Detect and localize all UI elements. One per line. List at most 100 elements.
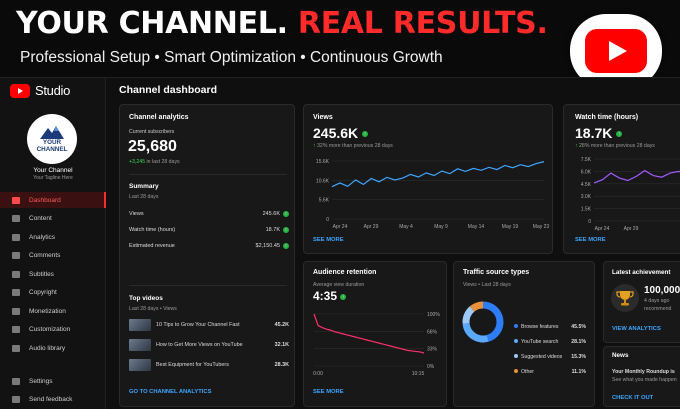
monetization-icon — [12, 307, 20, 315]
subscribers-change-period: in last 28 days — [146, 159, 180, 165]
donut-slice — [482, 301, 504, 342]
legend-swatch — [514, 354, 518, 358]
sidebar-item-content[interactable]: Content — [0, 211, 106, 227]
legend-label: Browse features — [521, 324, 559, 330]
summary-row: Watch time (hours) 18.7K ↑ — [129, 227, 289, 233]
divider — [129, 285, 287, 286]
hero-headline: YOUR CHANNEL. REAL RESULTS. — [16, 6, 548, 41]
subscribers-label: Current subscribers — [129, 129, 175, 135]
card-title: Latest achievement — [612, 269, 671, 276]
sidebar-item-subtitles[interactable]: Subtitles — [0, 266, 106, 282]
card-title: Traffic source types — [463, 269, 530, 276]
hero-headline-white: YOUR CHANNEL. — [16, 6, 288, 41]
summary-value-wrap: 245.6K ↑ — [263, 211, 289, 217]
legend-swatch — [514, 339, 518, 343]
dashboard-icon — [12, 196, 20, 204]
up-arrow-icon: ↑ — [340, 293, 347, 300]
up-arrow-icon: ↑ — [575, 143, 578, 149]
views-see-more-link[interactable]: SEE MORE — [313, 237, 344, 243]
channel-avatar[interactable]: YOUR CHANNEL — [27, 114, 77, 164]
audio-library-icon — [12, 344, 20, 352]
watch-time-value: 18.7K ↑ — [575, 125, 623, 141]
divider — [129, 174, 287, 175]
studio-logo[interactable]: Studio — [10, 83, 70, 98]
y-tick-label: 4.5K — [581, 182, 592, 188]
feedback-icon — [12, 395, 20, 403]
top-video-row[interactable]: How to Get More Views on YouTube 32.1K — [129, 339, 289, 351]
x-tick-label: 0:00 — [313, 371, 323, 377]
sidebar-item-analytics[interactable]: Analytics — [0, 229, 106, 245]
x-tick-label: Apr 29 — [364, 224, 379, 230]
video-thumbnail — [129, 319, 151, 331]
achievement-line2: recommend — [644, 306, 672, 312]
top-video-row[interactable]: Best Equipment for YouTubers 28.3K — [129, 359, 289, 371]
youtube-logo-icon — [10, 83, 30, 98]
check-it-out-link[interactable]: CHECK IT OUT — [612, 395, 654, 401]
settings-icon — [12, 377, 20, 385]
sidebar: Studio YOUR CHANNEL Your Channel Your Ta… — [0, 78, 106, 409]
sidebar-item-label: Send feedback — [29, 395, 73, 403]
traffic-donut-chart — [462, 301, 504, 343]
x-tick-label: May 4 — [399, 224, 413, 230]
sidebar-item-comments[interactable]: Comments — [0, 248, 106, 264]
legend-swatch — [514, 369, 518, 373]
channel-tagline: Your Tagline Here — [33, 175, 73, 181]
sidebar-item-label: Settings — [29, 377, 53, 385]
donut-slice — [469, 301, 484, 312]
go-to-analytics-link[interactable]: GO TO CHANNEL ANALYTICS — [129, 389, 212, 395]
legend-value: 45.5% — [571, 324, 586, 330]
video-title: Best Equipment for YouTubers — [156, 362, 229, 368]
customization-icon — [12, 326, 20, 333]
top-video-row[interactable]: 10 Tips to Grow Your Channel Fast 45.2K — [129, 319, 289, 331]
sidebar-item-send-feedback[interactable]: Send feedback — [0, 391, 106, 407]
up-arrow-icon: ↑ — [283, 227, 289, 233]
legend-value: 11.1% — [571, 369, 586, 375]
sidebar-item-customization[interactable]: Customization — [0, 322, 106, 338]
watch-time-chart: 7.5K 6.0K 4.5K 3.0K 1.5K 0 Apr 24 Apr 29 — [581, 157, 680, 232]
sidebar-item-settings[interactable]: Settings — [0, 373, 106, 389]
channel-avatar-line2: CHANNEL — [36, 146, 68, 153]
retention-see-more-link[interactable]: SEE MORE — [313, 389, 344, 395]
achievement-value: 100,000 — [644, 285, 680, 296]
traffic-period: Views • Last 28 days — [463, 282, 511, 288]
y-tick-label: 3.0K — [581, 194, 592, 200]
retention-chart: 100% 66% 33% 0% 0:00 10:15 — [313, 312, 440, 377]
top-videos-title: Top videos — [129, 295, 163, 302]
sidebar-item-monetization[interactable]: Monetization — [0, 303, 106, 319]
sidebar-item-label: Dashboard — [29, 196, 61, 204]
y-tick-label: 5.6K — [319, 198, 330, 204]
news-card: News Your Monthly Roundup is See what yo… — [603, 346, 680, 407]
legend-label: YouTube search — [521, 339, 559, 345]
donut-slice — [462, 322, 489, 343]
sidebar-item-dashboard[interactable]: Dashboard — [0, 192, 106, 208]
channel-analytics-card: Channel analytics Current subscribers 25… — [119, 104, 295, 407]
top-videos-period: Last 28 days • Views — [129, 306, 177, 312]
view-analytics-link[interactable]: VIEW ANALYTICS — [612, 326, 661, 332]
channel-avatar-line1: YOUR — [42, 139, 62, 146]
views-value-text: 245.6K — [313, 125, 359, 141]
y-tick-label: 15.6K — [316, 159, 330, 165]
retention-value-text: 4:35 — [313, 289, 338, 303]
analytics-icon — [12, 233, 20, 241]
views-chart: 15.6K 10.6K 5.6K 0 Apr 24 Apr 29 May 4 May 9 May… — [316, 159, 549, 230]
watch-time-see-more-link[interactable]: SEE MORE — [575, 237, 606, 243]
retention-sub: Average view duration — [313, 282, 365, 288]
card-title: Audience retention — [313, 269, 377, 276]
video-thumbnail — [129, 359, 151, 371]
traffic-legend-item: Browse features 45.5% — [514, 324, 586, 330]
subscribers-change-value: +3,245 — [129, 159, 146, 165]
x-tick-label: 10:15 — [412, 371, 425, 377]
sidebar-item-audio-library[interactable]: Audio library — [0, 340, 106, 356]
traffic-legend-item: Other 11.1% — [514, 369, 586, 375]
series-line — [331, 161, 545, 188]
y-tick-label: 0 — [588, 219, 591, 225]
card-title: Channel analytics — [129, 114, 189, 121]
views-change-text: 32% more than previous 28 days — [317, 143, 393, 149]
summary-label: Watch time (hours) — [129, 227, 176, 233]
sidebar-item-copyright[interactable]: Copyright — [0, 285, 106, 301]
donut-slice — [462, 306, 475, 324]
series-line — [313, 313, 425, 354]
youtube-badge — [570, 14, 662, 88]
x-tick-label: May 9 — [434, 224, 448, 230]
y-tick-label: 0 — [326, 217, 329, 223]
